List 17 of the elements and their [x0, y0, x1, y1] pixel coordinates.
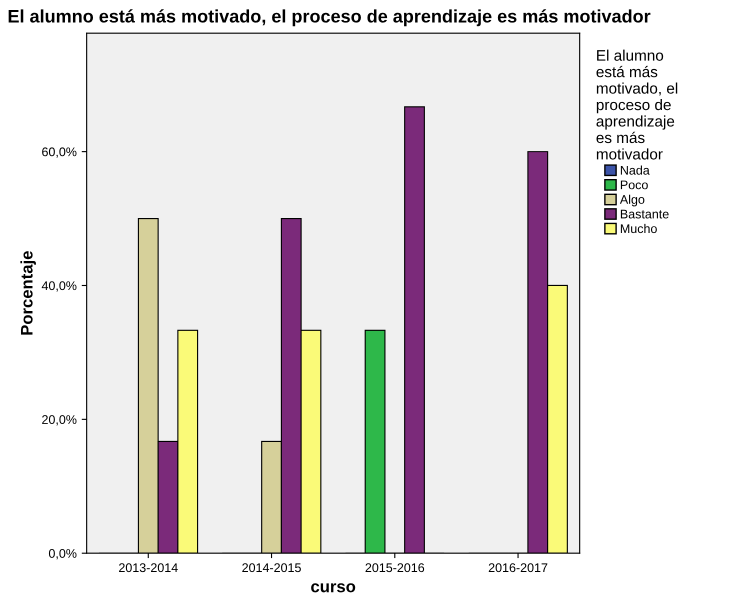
- y-tick-label: 20,0%: [42, 415, 76, 426]
- y-tick-label: 40,0%: [42, 281, 76, 292]
- legend-label: Algo: [620, 194, 644, 206]
- legend-label: Nada: [620, 166, 650, 175]
- legend-label: Bastante: [620, 210, 669, 218]
- y-tick-label: 0,0%: [48, 549, 76, 560]
- x-tick-label: 2015-2016: [366, 563, 424, 572]
- y-tick-label: 60,0%: [42, 147, 76, 158]
- legend-label: Mucho: [620, 224, 657, 234]
- y-axis-title: Porcentaje: [20, 251, 36, 335]
- legend-title: El alumno está más motivado, el proceso de aprendizaje es más motivador: [596, 50, 678, 160]
- x-axis-title: curso: [311, 583, 356, 592]
- x-tick-label: 2014-2015: [242, 563, 301, 572]
- chart-title: El alumno está más motivado, el proceso de aprendizaje es más motivador: [8, 9, 650, 26]
- x-tick-label: 2016-2017: [488, 563, 548, 572]
- legend-label: Poco: [620, 180, 648, 190]
- x-tick-label: 2013-2014: [119, 563, 178, 572]
